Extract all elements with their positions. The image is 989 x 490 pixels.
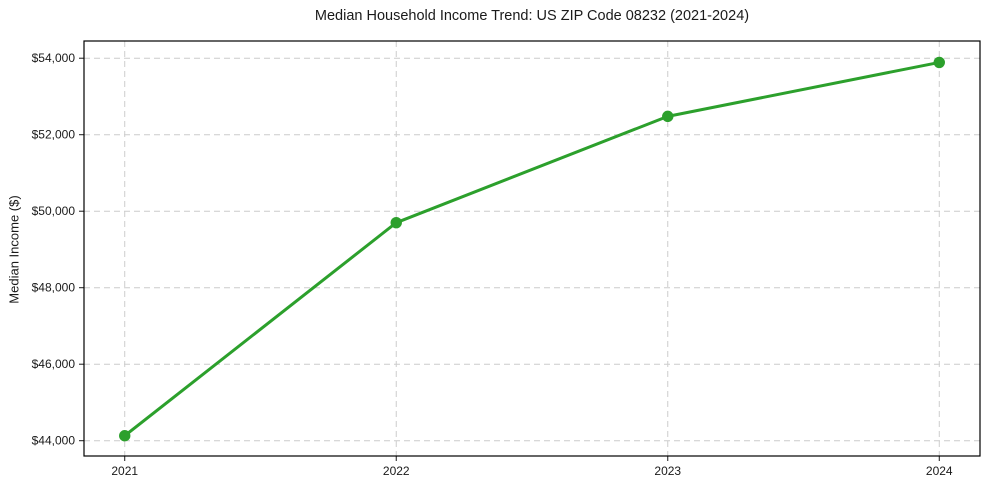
data-point-marker: [933, 56, 945, 69]
x-tick-label: 2023: [654, 464, 681, 478]
y-tick-label: $52,000: [32, 128, 76, 142]
x-tick-label: 2024: [926, 464, 953, 478]
data-point-marker: [119, 430, 131, 442]
y-tick-label: $48,000: [32, 281, 76, 295]
y-tick-label: $54,000: [32, 51, 76, 65]
chart-title: Median Household Income Trend: US ZIP Co…: [314, 8, 750, 24]
plot-border: [83, 40, 981, 457]
trend-line: [123, 60, 941, 438]
x-tick-label: 2022: [383, 464, 410, 478]
data-point-marker: [662, 110, 674, 123]
y-tick-label: $50,000: [32, 204, 76, 218]
y-tick-label: $46,000: [32, 357, 76, 371]
x-tick-label: 2021: [111, 464, 138, 478]
data-point-marker: [390, 216, 402, 229]
y-tick-label: $44,000: [32, 434, 76, 448]
